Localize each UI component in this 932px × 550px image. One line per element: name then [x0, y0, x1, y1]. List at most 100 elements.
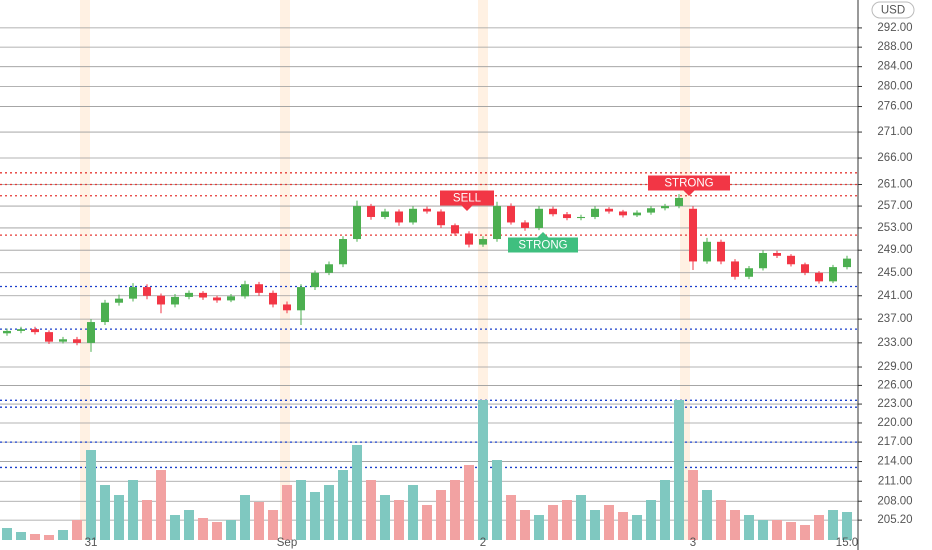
volume-bar	[30, 534, 40, 540]
y-tick-label: 217.00	[877, 436, 912, 448]
candle-body	[339, 239, 347, 265]
candle-body	[129, 287, 137, 299]
y-tick-label: 280.00	[877, 80, 912, 92]
candle-body	[297, 287, 305, 311]
volume-bar	[408, 485, 418, 540]
candle-body	[591, 208, 599, 217]
volume-bar	[548, 505, 558, 540]
candle-body	[479, 239, 487, 245]
volume-bar	[394, 500, 404, 540]
volume-bar	[618, 512, 628, 540]
y-tick-label: 229.00	[877, 361, 912, 373]
volume-bar	[142, 500, 152, 540]
volume-bar	[226, 520, 236, 540]
y-tick-label: 223.00	[877, 398, 912, 410]
volume-bar	[212, 522, 222, 540]
signals: SELL STRONG STRONG	[440, 175, 730, 253]
candle-body	[45, 332, 53, 342]
currency[interactable]: USD	[881, 5, 905, 17]
volume-bar	[170, 515, 180, 540]
volume-bar	[240, 495, 250, 540]
candle-body	[703, 241, 711, 262]
volume-bar	[366, 480, 376, 540]
y-tick-label: 208.00	[877, 495, 912, 507]
candle-body	[759, 252, 767, 269]
candle-body	[437, 211, 445, 226]
candle-body	[311, 272, 319, 288]
x-tick-label: 2	[480, 537, 486, 549]
candle-body	[213, 297, 221, 301]
volume-bar	[114, 495, 124, 540]
signal-box	[440, 190, 494, 206]
y-tick-label: 245.00	[877, 267, 912, 279]
candle-body	[619, 211, 627, 216]
volume-bar	[730, 510, 740, 540]
price-axis: 292.00 288.00 284.00 280.00 276.00 271.00 266.…	[858, 22, 913, 526]
candle-body	[269, 292, 277, 305]
volume-bar	[352, 445, 362, 540]
volume-bar	[534, 515, 544, 540]
y-tick-label: 288.00	[877, 41, 912, 53]
candle-body	[563, 214, 571, 219]
volume-bar	[450, 480, 460, 540]
volume-bar	[100, 485, 110, 540]
y-tick-label: 257.00	[877, 200, 912, 212]
candle-body	[87, 322, 95, 343]
volume-bar	[786, 522, 796, 540]
volume-bar	[828, 510, 838, 540]
candle-body	[409, 208, 417, 223]
y-tick-label: 292.00	[877, 22, 912, 34]
volume-bar	[16, 532, 26, 540]
candle-body	[185, 292, 193, 297]
session-band	[478, 0, 488, 540]
signal-pointer	[461, 205, 473, 211]
y-tick-label: 261.00	[877, 179, 912, 191]
volume-bar	[800, 525, 810, 540]
volume-bar	[632, 515, 642, 540]
candle-body	[3, 330, 11, 334]
candle-body	[115, 298, 123, 303]
candle-body	[605, 208, 613, 212]
time-axis: 31 Sep 2 3 15:0	[85, 537, 859, 549]
candle-body	[423, 208, 431, 212]
volume-bar	[380, 495, 390, 540]
candle-body	[815, 272, 823, 282]
y-tick-label: 249.00	[877, 244, 912, 256]
x-tick-label: 3	[690, 537, 696, 549]
signal-box	[508, 237, 578, 253]
y-tick-label: 226.00	[877, 379, 912, 391]
y-tick-label: 271.00	[877, 126, 912, 138]
volume-bar	[772, 520, 782, 540]
candle-body	[325, 264, 333, 273]
volume-bar	[674, 400, 684, 540]
signal-label: STRONG	[664, 178, 713, 190]
session-band	[280, 0, 290, 540]
session-band	[680, 0, 690, 540]
candle-body	[255, 284, 263, 293]
candle-body	[353, 206, 361, 240]
volume-bar	[282, 485, 292, 540]
candle-body	[801, 264, 809, 273]
y-tick-label: 237.00	[877, 313, 912, 325]
y-tick-label: 241.00	[877, 290, 912, 302]
volume-bar	[758, 520, 768, 540]
candle-body	[283, 304, 291, 311]
volume-bar	[576, 495, 586, 540]
y-tick-label: 233.00	[877, 337, 912, 349]
candle-body	[493, 206, 501, 240]
volume-bar	[296, 480, 306, 540]
volume-bar	[310, 492, 320, 540]
signal-box	[648, 175, 730, 191]
candle-body	[367, 206, 375, 217]
y-tick-label: 276.00	[877, 101, 912, 113]
candle-body	[143, 287, 151, 296]
currency-badge[interactable]	[871, 1, 915, 19]
volume-bar	[72, 520, 82, 540]
candle-body	[381, 211, 389, 217]
session-band	[80, 0, 90, 540]
volume-bar	[254, 502, 264, 540]
volume-bar	[156, 470, 166, 540]
volume-bar	[506, 495, 516, 540]
